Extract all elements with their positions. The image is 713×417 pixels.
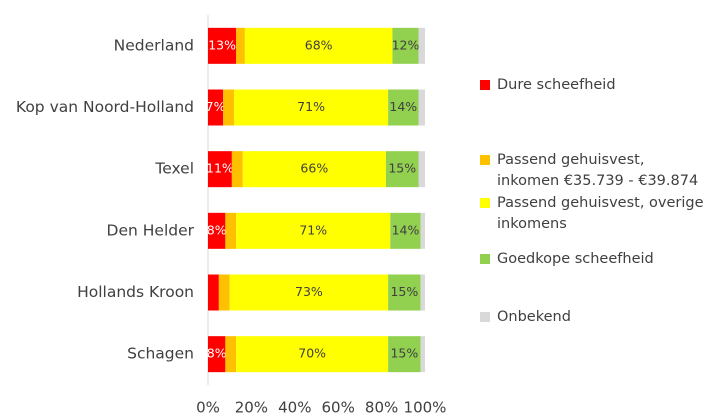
legend-label: Passend gehuisvest, overige inkomens — [497, 195, 704, 232]
data-label: 71% — [299, 222, 327, 237]
bar-segment — [218, 274, 230, 311]
legend-swatch — [480, 155, 490, 165]
legend-entry: Dure scheefheid — [480, 75, 710, 96]
bar-segment — [420, 212, 425, 249]
legend-entry: Passend gehuisvest, overige inkomens — [480, 193, 710, 235]
bar-segment — [234, 89, 389, 126]
data-label: 14% — [392, 222, 420, 237]
data-label: 13% — [208, 37, 236, 52]
legend-entry: Passend gehuisvest, inkomen €35.739 - €3… — [480, 150, 710, 192]
bar-segment — [208, 27, 237, 64]
y-tick-label: Den Helder — [107, 221, 195, 239]
bar-segment — [242, 151, 386, 188]
y-tick-label: Kop van Noord-Holland — [16, 98, 194, 116]
data-label: 11% — [206, 161, 234, 176]
legend-entry: Goedkope scheefheid — [480, 249, 710, 270]
bar-segment — [385, 151, 419, 188]
legend-label: Onbekend — [497, 309, 571, 325]
data-label: 71% — [297, 99, 325, 114]
y-tick-label: Nederland — [114, 36, 194, 54]
data-label: 7% — [206, 99, 226, 114]
data-label: 12% — [392, 37, 420, 52]
bar-segment — [231, 151, 243, 188]
x-tick-label: 80% — [365, 399, 398, 417]
x-tick-label: 100% — [404, 399, 447, 417]
bar-segment — [208, 151, 232, 188]
bar-segment — [208, 89, 224, 126]
x-tick-label: 0% — [196, 399, 220, 417]
bar-segment — [236, 27, 245, 64]
x-tick-label: 40% — [278, 399, 311, 417]
bar-segment — [418, 89, 425, 126]
data-label: 15% — [390, 346, 418, 361]
x-tick-label: 60% — [322, 399, 355, 417]
bar-segment — [244, 27, 393, 64]
data-label: 8% — [207, 346, 227, 361]
legend-swatch — [480, 198, 490, 208]
bar-segment — [229, 274, 389, 311]
legend-swatch — [480, 80, 490, 90]
y-tick-label: Texel — [154, 160, 194, 178]
data-label: 15% — [390, 284, 418, 299]
bar-segment — [418, 27, 425, 64]
legend-label: Passend gehuisvest, inkomen €35.739 - €3… — [497, 152, 699, 189]
bar-segment — [388, 89, 419, 126]
legend-swatch — [480, 254, 490, 264]
data-label: 66% — [300, 161, 328, 176]
data-label: 68% — [305, 37, 333, 52]
bar-segment — [223, 89, 235, 126]
data-label: 70% — [298, 346, 326, 361]
bar-segment — [208, 212, 226, 249]
bar-segment — [388, 336, 421, 373]
data-label: 14% — [389, 99, 417, 114]
legend-swatch — [480, 312, 490, 322]
legend-label: Dure scheefheid — [497, 77, 616, 93]
bar-segment — [208, 336, 226, 373]
bar-segment — [236, 212, 391, 249]
bar-segment — [390, 212, 421, 249]
x-tick-label: 20% — [235, 399, 268, 417]
bar-segment — [225, 212, 237, 249]
y-tick-label: Schagen — [127, 345, 194, 363]
data-label: 73% — [295, 284, 323, 299]
bar-segment — [420, 274, 425, 311]
data-label: 8% — [207, 222, 227, 237]
legend-label: Goedkope scheefheid — [497, 251, 654, 267]
bar-segment — [388, 274, 421, 311]
data-label: 15% — [388, 161, 416, 176]
y-tick-label: Hollands Kroon — [77, 283, 194, 301]
bar-segment — [420, 336, 425, 373]
bar-segment — [392, 27, 419, 64]
bar-segment — [225, 336, 237, 373]
legend-entry: Onbekend — [480, 307, 710, 328]
bar-segment — [208, 274, 219, 311]
bar-segment — [236, 336, 389, 373]
bar-segment — [418, 151, 425, 188]
